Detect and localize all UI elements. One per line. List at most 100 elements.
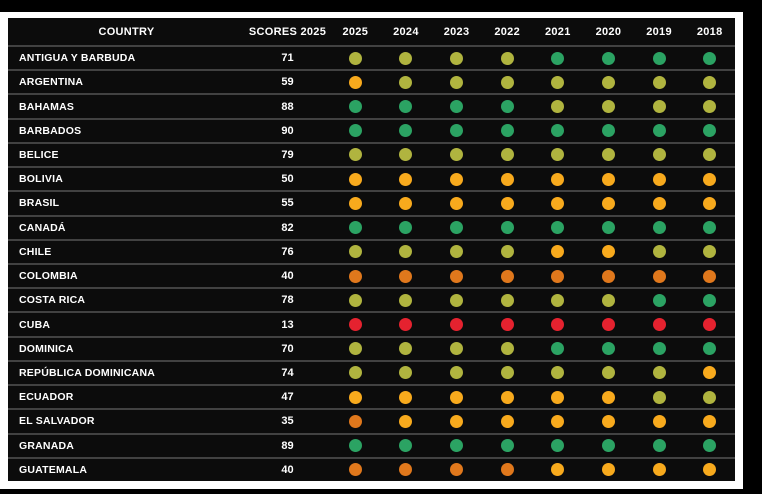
country-cell: REPÚBLICA DOMINICANA (19, 366, 156, 379)
yellowgreen-status-dot-icon (551, 148, 565, 162)
year-status-cell (634, 75, 685, 89)
yellowgreen-status-dot-icon (601, 366, 615, 380)
year-status-cell (533, 221, 584, 235)
yellow-status-dot-icon (500, 414, 514, 428)
orange-status-dot-icon (703, 269, 717, 283)
year-status-cell (583, 269, 634, 283)
country-cell: GUATEMALA (19, 463, 88, 476)
yellowgreen-status-dot-icon (703, 390, 717, 404)
yellowgreen-status-dot-icon (500, 75, 514, 89)
year-status-cell (381, 293, 432, 307)
yellowgreen-status-dot-icon (399, 366, 413, 380)
year-status-cell (533, 100, 584, 114)
year-status-cell (684, 172, 735, 186)
year-status-cell (634, 414, 685, 428)
year-status-cell (482, 439, 533, 453)
green-status-dot-icon (652, 124, 666, 138)
yellow-status-dot-icon (450, 196, 464, 210)
score-cell: 40 (281, 463, 294, 476)
table-row: ARGENTINA 59 (8, 69, 735, 94)
country-cell: DOMINICA (19, 342, 74, 355)
score-cell: 13 (281, 318, 294, 331)
green-status-dot-icon (500, 124, 514, 138)
year-status-cell (431, 245, 482, 259)
yellow-status-dot-icon (500, 390, 514, 404)
country-cell: COSTA RICA (19, 294, 86, 307)
yellowgreen-status-dot-icon (348, 51, 362, 65)
green-status-dot-icon (348, 439, 362, 453)
red-status-dot-icon (601, 318, 615, 332)
column-header-scores-2025: SCORES 2025 (248, 25, 327, 38)
yellowgreen-status-dot-icon (348, 148, 362, 162)
year-status-cell (583, 293, 634, 307)
green-status-dot-icon (551, 221, 565, 235)
yellowgreen-status-dot-icon (551, 100, 565, 114)
year-status-cell (431, 124, 482, 138)
column-header-year-2023: 2023 (443, 25, 470, 38)
yellowgreen-status-dot-icon (703, 148, 717, 162)
year-status-cell (684, 75, 735, 89)
country-cell: EL SALVADOR (19, 415, 95, 428)
yellowgreen-status-dot-icon (652, 148, 666, 162)
year-status-cell (533, 318, 584, 332)
year-status-cell (583, 148, 634, 162)
year-status-cell (533, 196, 584, 210)
year-status-cell (431, 318, 482, 332)
year-status-cell (533, 342, 584, 356)
green-status-dot-icon (652, 439, 666, 453)
yellowgreen-status-dot-icon (450, 148, 464, 162)
year-status-cell (583, 75, 634, 89)
year-status-cell (381, 51, 432, 65)
country-cell: ECUADOR (19, 391, 74, 404)
green-status-dot-icon (399, 124, 413, 138)
country-cell: CHILE (19, 245, 52, 258)
orange-status-dot-icon (399, 463, 413, 477)
year-status-cell (533, 390, 584, 404)
green-status-dot-icon (652, 342, 666, 356)
yellowgreen-status-dot-icon (348, 342, 362, 356)
green-status-dot-icon (551, 51, 565, 65)
country-cell: BARBADOS (19, 124, 82, 137)
yellowgreen-status-dot-icon (399, 148, 413, 162)
year-status-cell (431, 463, 482, 477)
year-status-cell (533, 366, 584, 380)
green-status-dot-icon (348, 124, 362, 138)
yellow-status-dot-icon (450, 390, 464, 404)
country-cell: BELICE (19, 148, 59, 161)
year-status-cell (330, 245, 381, 259)
year-status-cell (381, 75, 432, 89)
green-status-dot-icon (703, 439, 717, 453)
year-status-cell (381, 148, 432, 162)
yellowgreen-status-dot-icon (703, 245, 717, 259)
yellowgreen-status-dot-icon (348, 245, 362, 259)
red-status-dot-icon (450, 318, 464, 332)
year-status-cell (330, 196, 381, 210)
table-row: ANTIGUA Y BARBUDA 71 (8, 45, 735, 70)
year-status-cell (583, 51, 634, 65)
year-status-cell (634, 148, 685, 162)
score-cell: 71 (281, 52, 294, 65)
year-status-cell (482, 269, 533, 283)
table-header: COUNTRY SCORES 2025 2025 2024 2023 2022 … (8, 18, 735, 45)
year-status-cell (482, 245, 533, 259)
year-status-cell (583, 172, 634, 186)
score-cell: 47 (281, 391, 294, 404)
country-cell: BAHAMAS (19, 100, 75, 113)
year-status-cell (431, 269, 482, 283)
orange-status-dot-icon (450, 269, 464, 283)
yellow-status-dot-icon (703, 366, 717, 380)
column-header-year-2025: 2025 (342, 25, 369, 38)
year-status-cell (431, 293, 482, 307)
year-status-cell (634, 124, 685, 138)
yellow-status-dot-icon (399, 172, 413, 186)
yellow-status-dot-icon (348, 75, 362, 89)
orange-status-dot-icon (348, 414, 362, 428)
green-status-dot-icon (703, 342, 717, 356)
red-status-dot-icon (703, 318, 717, 332)
year-status-cell (684, 390, 735, 404)
column-header-country: COUNTRY (98, 25, 155, 38)
score-cell: 50 (281, 173, 294, 186)
country-cell: BOLIVIA (19, 173, 63, 186)
yellowgreen-status-dot-icon (348, 293, 362, 307)
